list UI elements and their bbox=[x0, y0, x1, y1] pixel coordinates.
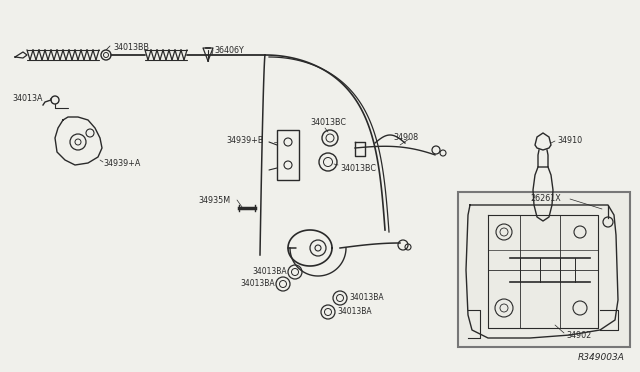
Text: 34902: 34902 bbox=[566, 330, 591, 340]
Text: 34013A: 34013A bbox=[12, 93, 42, 103]
Text: 34013BB: 34013BB bbox=[113, 42, 149, 51]
Text: 36406Y: 36406Y bbox=[214, 45, 244, 55]
Bar bbox=[277, 130, 299, 180]
Text: 34013BC: 34013BC bbox=[310, 118, 346, 126]
Bar bbox=[458, 192, 630, 347]
Text: 34908: 34908 bbox=[393, 132, 418, 141]
Text: 34013BA: 34013BA bbox=[241, 279, 275, 289]
Text: 34939+A: 34939+A bbox=[103, 158, 140, 167]
Text: 34013BA: 34013BA bbox=[252, 267, 287, 276]
Text: R349003A: R349003A bbox=[578, 353, 625, 362]
Text: 26261X: 26261X bbox=[530, 193, 561, 202]
Text: 34910: 34910 bbox=[557, 135, 582, 144]
Text: 34939+B: 34939+B bbox=[226, 135, 264, 144]
Text: 34013BC: 34013BC bbox=[340, 164, 376, 173]
Text: 34013BA: 34013BA bbox=[337, 308, 372, 317]
Text: 34935M: 34935M bbox=[198, 196, 230, 205]
Text: 34013BA: 34013BA bbox=[349, 294, 383, 302]
